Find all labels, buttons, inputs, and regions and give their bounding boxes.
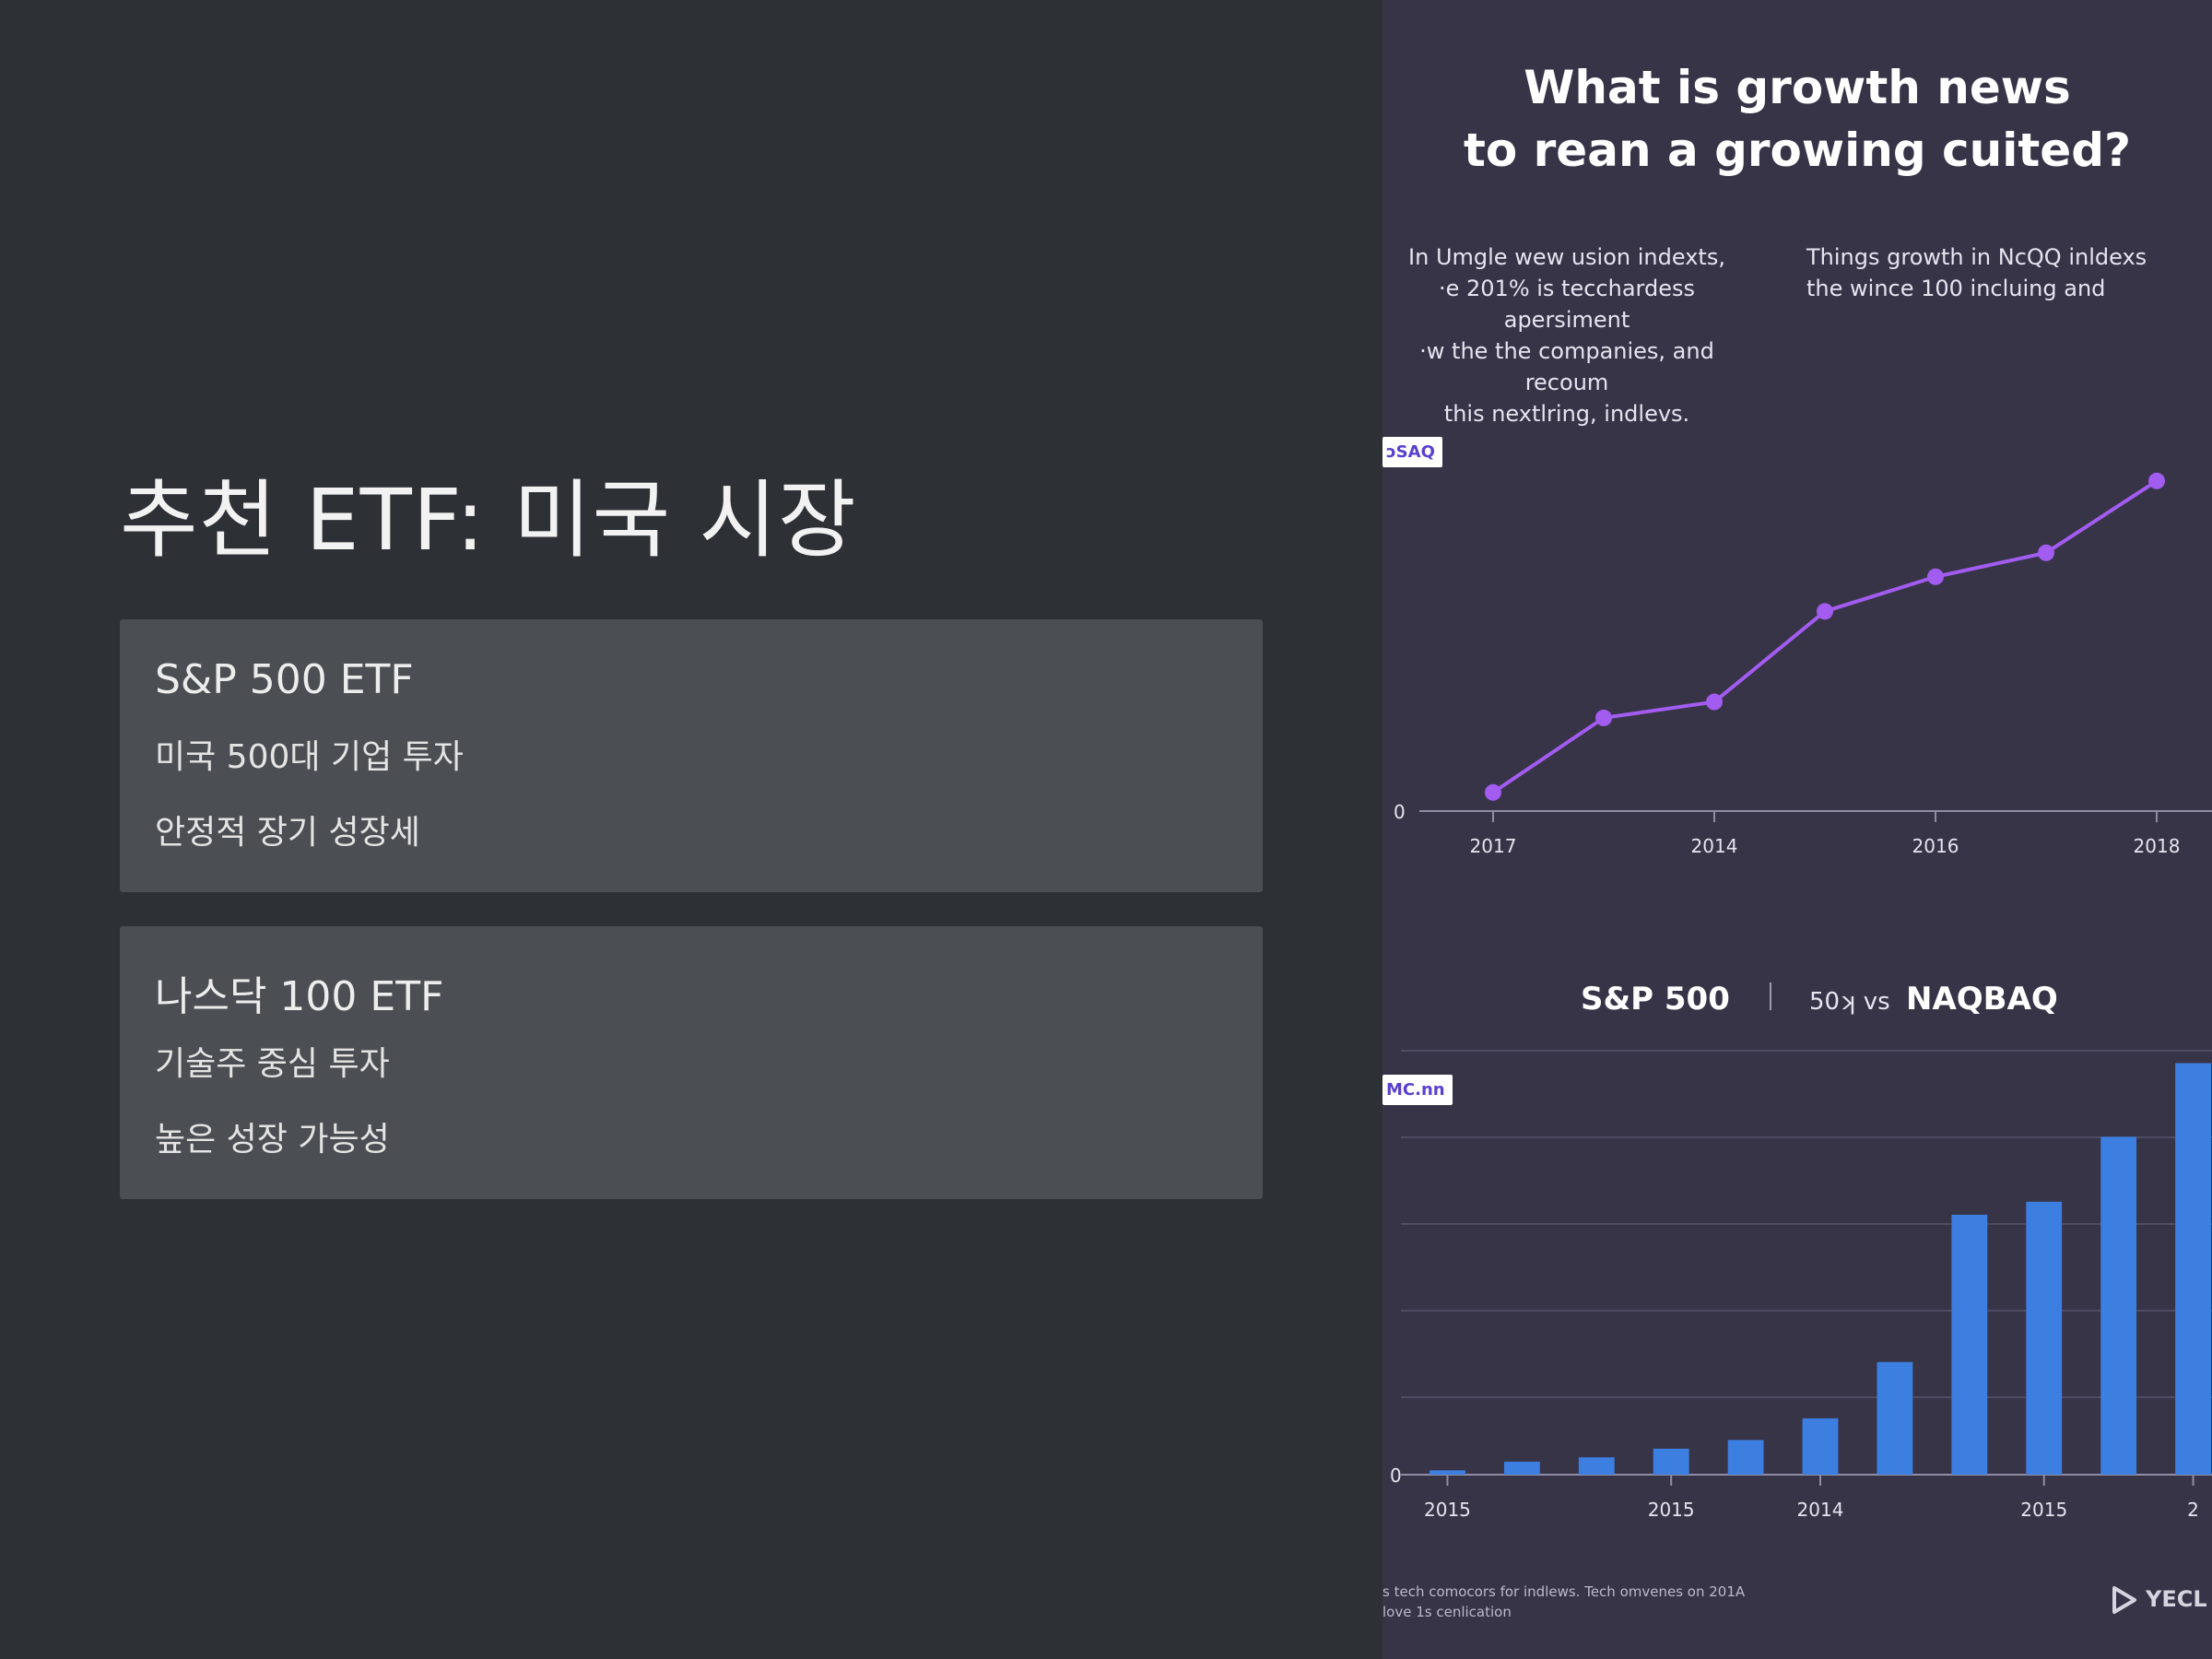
bar [2100,1136,2137,1475]
y-tick-label: 0 [1390,1465,1402,1487]
bar [1951,1215,1988,1475]
legend-sp500: S&P 500 [1581,981,1730,1018]
x-tick-label: 2018 [2134,835,2181,857]
text-line: Things growth in NcQQ inldexs [1806,244,2147,270]
footnote: s tech comocors for indlews. Tech omvene… [1382,1582,1843,1622]
bar [1802,1418,1839,1475]
data-point [1817,603,1833,620]
bar [1578,1457,1615,1475]
bar [1653,1448,1689,1475]
card-description: 기술주 중심 투자 [155,1045,390,1083]
text-line: this nextlring, indlevs. [1443,401,1690,427]
infographic-text-left: In Umgle wew usion indexts, ·e 201% is te… [1382,241,1751,429]
brand-name: YECL [2146,1586,2207,1612]
card-description: 안정적 장기 성장세 [155,814,420,852]
text-line: ·w the the companies, and recoum [1419,338,1714,395]
legend-nasdaq: NAQBAQ [1906,981,2058,1018]
sp500-etf-card: S&P 500 ETF 미국 500대 기업 투자 안정적 장기 성장세 [120,619,1263,892]
data-point [2038,544,2054,561]
card-title: S&P 500 ETF [155,656,414,703]
data-point [1706,693,1723,711]
text-line: the wince 100 incluing and [1806,276,2106,301]
data-point [2148,472,2165,489]
legend-middle: 50ʞ vs [1809,988,1890,1016]
infographic-text-right: Things growth in NcQQ inldexs the wince 1… [1806,241,2212,304]
bar [2026,1201,2063,1475]
x-tick-label: 2015 [1648,1499,1695,1521]
line-chart-label: ɔSAQ [1382,437,1442,467]
play-triangle-icon [2112,1586,2136,1614]
bar-chart: 0 2015 2015 2014 2015 2 [1390,1050,2212,1521]
bar [1877,1361,1913,1475]
x-tick-label: 2015 [2020,1499,2067,1521]
nasdaq100-etf-card: 나스닥 100 ETF 기술주 중심 투자 높은 성장 가능성 [120,926,1263,1199]
card-description: 미국 500대 기업 투자 [155,738,464,776]
footnote-line: love 1s cenlication [1382,1604,1512,1620]
x-tick-label: 2016 [1912,835,1959,857]
bar-chart-label: MC.nn [1382,1075,1453,1105]
data-point [1595,709,1612,726]
y-tick-label: 0 [1394,801,1406,823]
card-title: 나스닥 100 ETF [155,973,444,1020]
text-line: In Umgle wew usion indexts, [1408,244,1725,270]
x-tick-label: 2014 [1691,835,1738,857]
chart-legend: S&P 500 50ʞ vs NAQBAQ [1382,977,2212,1032]
infographic-title: What is growth news [1524,61,2071,114]
bar [1430,1470,1465,1475]
series-line [1491,479,2159,794]
slide-title: 추천 ETF: 미국 시장 [120,471,857,570]
x-tick-label: 2 [2187,1499,2199,1521]
x-tick-label: 2014 [1797,1499,1844,1521]
slide-panel: 추천 ETF: 미국 시장 S&P 500 ETF 미국 500대 기업 투자 … [120,471,1263,1199]
card-description: 높은 성장 가능성 [155,1121,390,1159]
x-tick-label: 2015 [1424,1499,1471,1521]
bar [2175,1063,2211,1475]
footnote-line: s tech comocors for indlews. Tech omvene… [1382,1583,1746,1600]
data-point [1927,568,1944,585]
infographic-image: What is growth news to rean a growing cu… [1382,0,2212,1659]
bar [1727,1440,1764,1475]
data-point [1485,783,1501,801]
x-tick-label: 2017 [1470,835,1517,857]
line-chart: 0 2017 2014 2016 2018 [1394,472,2212,857]
text-line: ·e 201% is tecchardess apersiment [1438,276,1695,333]
bar [1503,1461,1540,1475]
brand-logo: YECL [2111,1585,2207,1615]
legend-separator [1770,982,1771,1010]
infographic-title: to rean a growing cuited? [1463,124,2132,177]
